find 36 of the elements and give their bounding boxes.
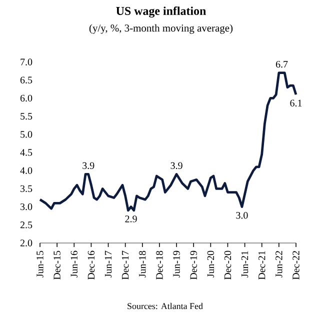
x-tick-label: Dec-15 [54, 250, 60, 280]
y-tick-label: 3.0 [20, 203, 32, 210]
x-tick-label: Dec-20 [224, 250, 232, 280]
y-tick-label: 7.0 [20, 58, 32, 66]
x-tick-label: Dec-21 [258, 251, 266, 280]
y-tick-label: 6.5 [20, 76, 32, 84]
y-tick-label: 5.0 [20, 131, 32, 138]
y-tick-label: 6.0 [20, 94, 32, 102]
annotation: 3.0 [236, 212, 248, 219]
source-note: Sources: Atlanta Fed [128, 302, 203, 310]
x-tick-label: Jun-20 [207, 250, 214, 278]
x-tick-label: Dec-19 [190, 250, 197, 280]
y-tick-label: 2.5 [20, 222, 32, 228]
y-tick-label: 3.5 [20, 185, 32, 192]
chart-subtitle: (y/y, %, 3-month moving average) [89, 24, 233, 34]
chart-title: US wage inflation [116, 6, 206, 18]
x-tick-label: Jun-22 [276, 251, 282, 278]
annotation: 6.1 [290, 100, 302, 106]
annotation: 3.9 [82, 162, 94, 170]
x-tick-label: Jun-18 [139, 250, 146, 278]
y-tick-label: 5.5 [20, 112, 32, 120]
y-tick-label: 4.5 [20, 149, 32, 156]
x-tick-label: Jun-19 [173, 250, 180, 278]
x-tick-label: Dec-17 [122, 250, 129, 280]
y-tick-label: 4.0 [20, 167, 32, 174]
annotation: 3.9 [170, 162, 182, 170]
x-tick-label: Jun-15 [36, 250, 44, 278]
annotation: 6.7 [276, 60, 288, 68]
x-tick-label: Jun-16 [70, 250, 78, 278]
x-tick-label: Jun-21 [241, 251, 248, 278]
annotation: 2.9 [125, 216, 137, 222]
x-tick-label: Dec-22 [292, 251, 300, 280]
y-tick-label: 2.0 [20, 240, 32, 246]
x-tick-label: Dec-16 [88, 250, 95, 280]
x-tick-label: Jun-17 [104, 250, 112, 278]
x-tick-label: Dec-18 [156, 250, 163, 280]
